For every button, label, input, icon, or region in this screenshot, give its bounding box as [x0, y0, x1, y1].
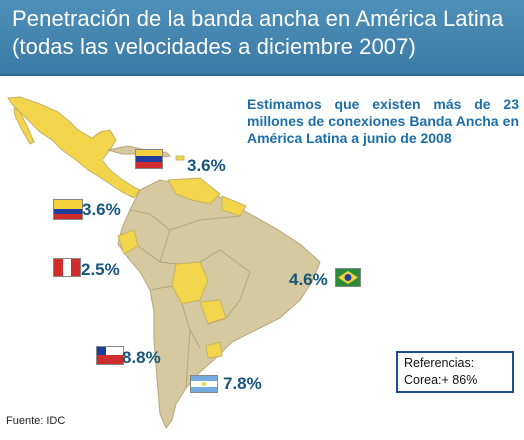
border-lines	[129, 209, 251, 389]
venezuela-value: 3.6%	[187, 156, 226, 175]
brazil-flag	[335, 268, 361, 287]
references-label: Referencias:	[404, 356, 475, 370]
latin-america-map	[7, 96, 321, 429]
venezuela-region	[167, 177, 221, 205]
references-box: Referencias: Corea:+ 86%	[396, 351, 514, 393]
argentina-flag	[190, 375, 218, 393]
colombia-flag	[53, 199, 83, 220]
map-subtitle: (todas las velocidades a diciembre 2007)	[12, 34, 416, 59]
peru-flag	[53, 258, 81, 277]
baja-california-region	[13, 106, 35, 145]
venezuela-flag	[135, 149, 163, 169]
map-title: Penetración de la banda ancha en América…	[12, 6, 504, 31]
estimate-text: Estimamos que existen más de 23 millones…	[247, 96, 519, 146]
source-note: Fuente: IDC	[6, 415, 66, 427]
uruguay-region	[205, 341, 223, 359]
title-banner: Penetración de la banda ancha en América…	[0, 0, 524, 76]
references-item: Corea:+ 86%	[404, 373, 478, 387]
chile-value: 8.8%	[122, 348, 161, 367]
brazil-value: 4.6%	[289, 270, 328, 289]
colombia-value: 3.6%	[82, 200, 121, 219]
peru-value: 2.5%	[81, 260, 120, 279]
argentina-value: 7.8%	[223, 374, 262, 393]
chile-flag	[96, 346, 124, 365]
caribbean-island	[175, 155, 185, 161]
mexico-central-america-region	[7, 96, 141, 199]
